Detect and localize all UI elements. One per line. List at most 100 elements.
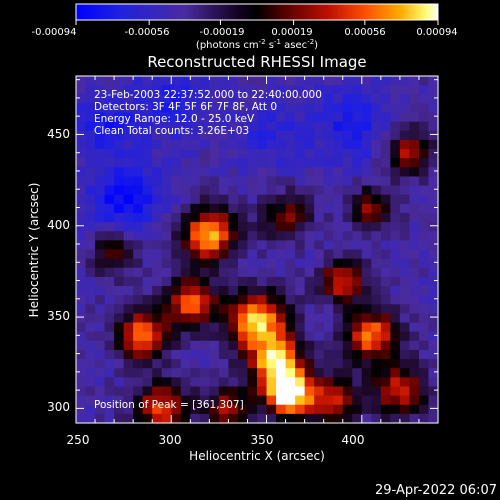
heatmap-cell [304,340,315,351]
heatmap-cell [295,94,306,104]
heatmap-cell [266,322,277,333]
heatmap-cell [247,304,258,315]
heatmap-cell [142,413,153,424]
heatmap-cell [218,413,230,424]
heatmap-cell [361,276,372,287]
heatmap-cell [266,267,277,278]
heatmap-cell [399,368,411,378]
heatmap-cell [266,404,277,415]
heatmap-cell [314,112,325,123]
heatmap-cell [304,304,315,315]
heatmap-cell [399,313,411,324]
heatmap-cell [333,212,344,223]
heatmap-cell [152,276,163,287]
heatmap-cell [323,258,334,269]
heatmap-cell [342,331,353,342]
heatmap-cell [409,295,420,305]
heatmap-cell [276,386,287,397]
heatmap-cell [161,94,172,104]
heatmap-cell [228,286,239,296]
heatmap-cell [142,386,153,397]
heatmap-cell [409,359,420,369]
heatmap-cell [399,85,411,95]
x-tick-label-350: 350 [251,433,274,447]
heatmap-cell [76,377,87,388]
heatmap-cell [276,76,287,86]
heatmap-cell [237,176,249,187]
heatmap-cell [123,295,134,305]
heatmap-cell [295,258,306,269]
heatmap-cell [180,359,191,369]
heatmap-cell [161,121,172,132]
heatmap-cell [180,149,191,159]
heatmap-cell [171,295,182,305]
heatmap-cell [409,203,420,214]
heatmap-cell [171,267,182,278]
heatmap-cell [371,103,382,114]
heatmap-cell [199,249,210,260]
heatmap-cell [257,286,268,296]
heatmap-cell [76,286,87,296]
heatmap-cell [237,413,249,424]
heatmap-cell [257,359,268,369]
heatmap-cell [237,349,249,360]
heatmap-cell [95,185,106,196]
heatmap-cell [295,313,306,324]
heatmap-cell [161,349,172,360]
heatmap-cell [314,295,325,305]
heatmap-cell [371,212,382,223]
heatmap-cell [323,286,334,296]
heatmap-cell [276,249,287,260]
heatmap-cell [418,149,430,159]
heatmap-cell [171,377,182,388]
heatmap-cell [161,340,172,351]
heatmap-cell [390,149,401,159]
heatmap-cell [95,295,106,305]
heatmap-cell [218,340,230,351]
heatmap-cell [418,231,430,241]
heatmap-cell [361,130,372,141]
heatmap-cell [390,121,401,132]
heatmap-cell [247,349,258,360]
heatmap-cell [342,167,353,178]
heatmap-cell [257,194,268,205]
heatmap-cell [361,377,372,388]
heatmap-cell [199,167,210,178]
heatmap-cell [323,368,334,378]
heatmap-cell [390,258,401,269]
heatmap-cell [180,340,191,351]
heatmap-cell [266,249,277,260]
heatmap-cell [409,121,420,132]
heatmap-cell [247,231,258,241]
heatmap-cell [361,304,372,315]
heatmap-cell [428,112,439,123]
heatmap-cell [371,231,382,241]
heatmap-cell [314,386,325,397]
heatmap-cell [190,276,201,287]
heatmap-cell [104,194,115,205]
heatmap-cell [371,331,382,342]
heatmap-cell [114,76,125,86]
heatmap-cell [304,231,315,241]
heatmap-cell [257,149,268,159]
heatmap-cell [380,194,391,205]
heatmap-cell [123,139,134,150]
heatmap-cell [361,176,372,187]
heatmap-cell [180,286,191,296]
heatmap-cell [304,212,315,223]
heatmap-cell [390,185,401,196]
heatmap-cell [390,395,401,406]
heatmap-cell [285,267,296,278]
heatmap-cell [123,185,134,196]
heatmap-cell [218,112,230,123]
heatmap-cell [285,331,296,342]
heatmap-cell [304,112,315,123]
heatmap-cell [209,139,220,150]
heatmap-cell [276,276,287,287]
heatmap-cell [314,331,325,342]
heatmap-cell [409,267,420,278]
heatmap-cell [209,404,220,415]
heatmap-cell [390,85,401,95]
heatmap-cell [380,158,391,168]
heatmap-cell [85,322,96,333]
